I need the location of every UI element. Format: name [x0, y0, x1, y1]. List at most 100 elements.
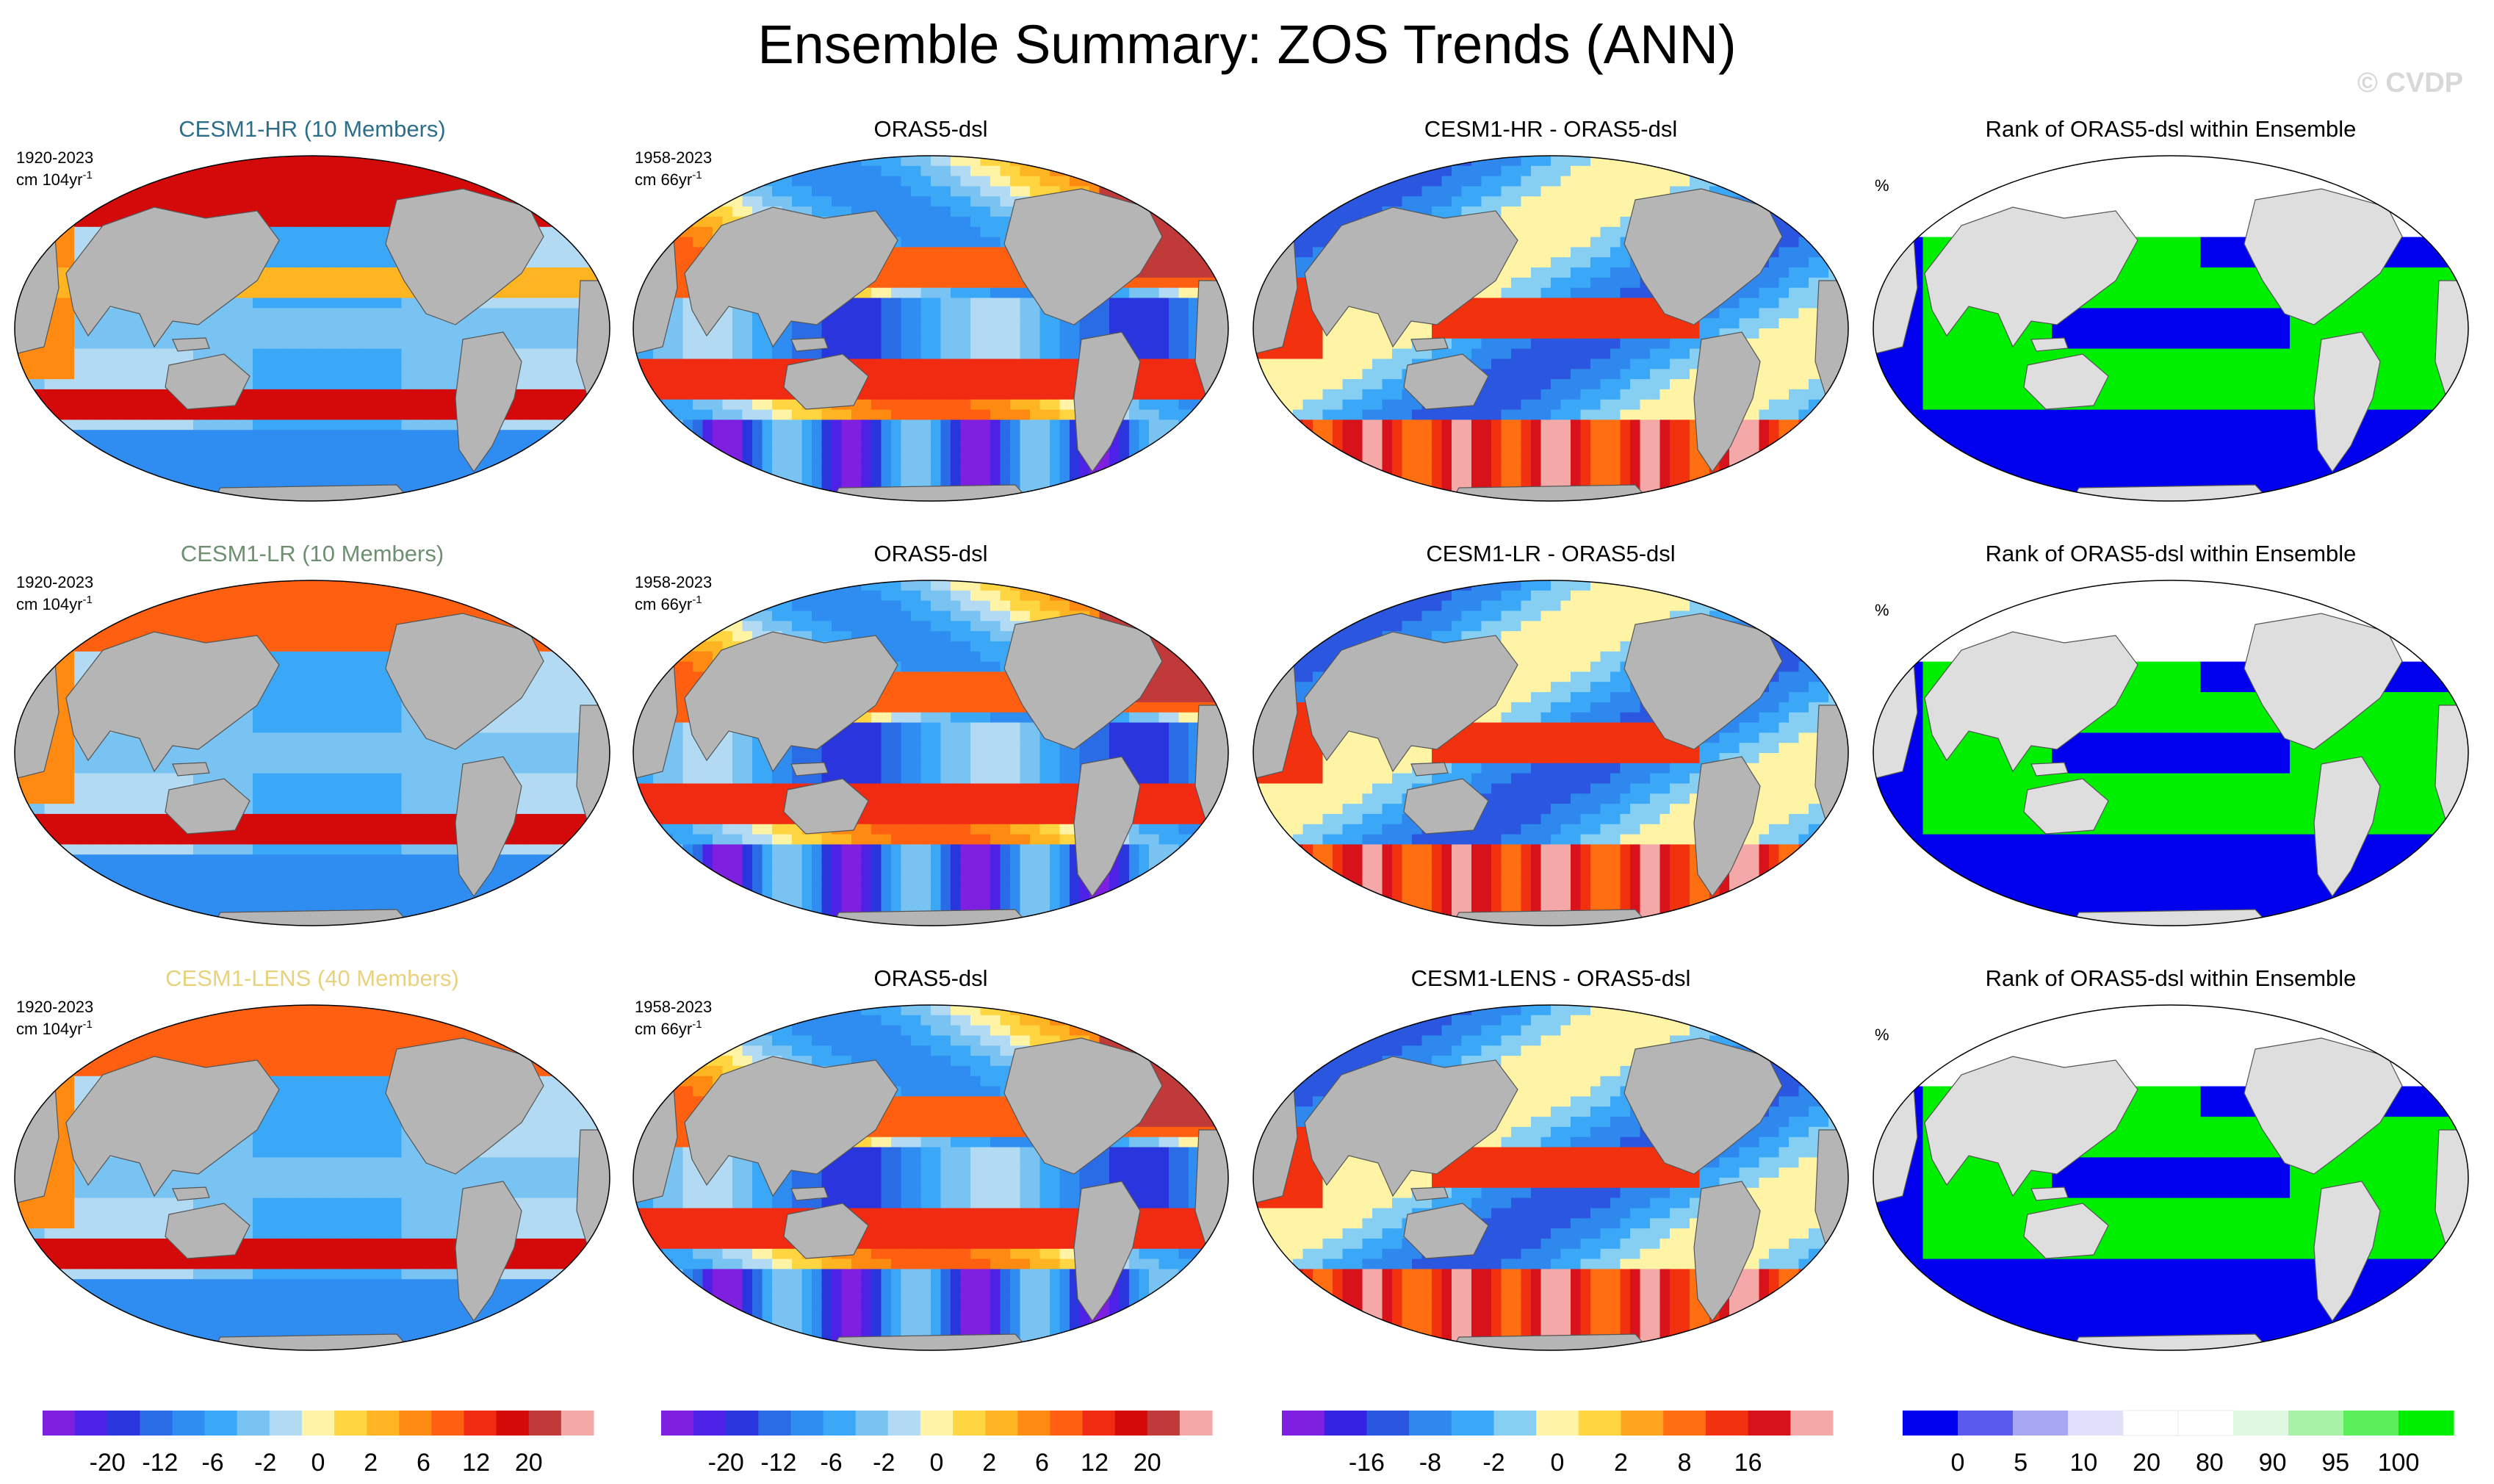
colorbar-swatch: [1366, 1411, 1410, 1436]
colorbar-swatch: [75, 1411, 108, 1436]
period-label: 1920-2023: [16, 148, 93, 167]
colorbar-swatch: [1082, 1411, 1116, 1436]
colorbar-tick-label: -16: [1349, 1449, 1385, 1477]
colorbar-tick-label: -20: [90, 1449, 126, 1477]
colorbar-swatch: [237, 1411, 270, 1436]
figure-title: Ensemble Summary: ZOS Trends (ANN): [0, 13, 2494, 76]
map-field: [15, 1005, 610, 1350]
colorbar-swatch: [1663, 1411, 1706, 1436]
period-label: 1958-2023: [635, 573, 712, 591]
panel-title: CESM1-LR - ORAS5-dsl: [1426, 541, 1675, 566]
colorbar-swatch: [464, 1411, 497, 1436]
units-label: %: [1875, 176, 1889, 195]
colorbar-tick-label: 2: [364, 1449, 378, 1477]
map-field: [633, 1005, 1228, 1350]
map-panel-1-2: ORAS5-dsl 1958-2023 cm 66yr-1: [632, 116, 1229, 502]
colorbar-swatch: [1621, 1411, 1664, 1436]
map-panel-2-2: ORAS5-dsl 1958-2023 cm 66yr-1: [632, 541, 1229, 926]
units-label: cm 104yr-1: [16, 1018, 93, 1038]
colorbar-swatch: [1451, 1411, 1494, 1436]
colorbar-tick-label: 95: [2321, 1449, 2349, 1477]
colorbar-swatch: [172, 1411, 206, 1436]
colorbar-tick-label: 6: [1035, 1449, 1049, 1477]
map-field: [15, 156, 610, 501]
units-label: %: [1875, 1026, 1889, 1044]
colorbar-swatch: [887, 1411, 921, 1436]
map-panel-2-4: Rank of ORAS5-dsl within Ensemble%: [1873, 541, 2469, 926]
colorbar-swatch: [790, 1411, 824, 1436]
colorbar-swatch: [1017, 1411, 1050, 1436]
colorbar-tick-label: -2: [873, 1449, 895, 1477]
colorbar-tick-label: -20: [708, 1449, 744, 1477]
colorbar-tick-label: 80: [2196, 1449, 2224, 1477]
colorbar-4: 0 5 10 20 80 90 95 100: [1903, 1410, 2454, 1477]
colorbar-2: -20 -12 -6 -2 0 2 6 12 20: [661, 1411, 1213, 1477]
colorbar-swatch: [1536, 1411, 1579, 1436]
period-label: 1958-2023: [635, 998, 712, 1016]
colorbar-swatch: [2343, 1411, 2399, 1436]
colorbar-tick-label: 2: [1614, 1449, 1628, 1477]
colorbar-swatch: [367, 1411, 400, 1436]
colorbar-swatch: [43, 1411, 76, 1436]
colorbar-swatch: [107, 1411, 140, 1436]
colorbar-tick-label: 0: [311, 1449, 325, 1477]
colorbar-swatch: [2399, 1411, 2454, 1436]
colorbar-swatch: [399, 1411, 432, 1436]
colorbar-swatch: [1578, 1411, 1621, 1436]
colorbar-swatch: [2013, 1411, 2069, 1436]
colorbar-1: -20 -12 -6 -2 0 2 6 12 20: [43, 1411, 594, 1477]
colorbar-tick-label: 12: [462, 1449, 490, 1477]
colorbar-tick-label: -2: [1482, 1449, 1504, 1477]
map-panel-3-3: CESM1-LENS - ORAS5-dsl: [1253, 965, 1849, 1351]
map-panel-1-3: CESM1-HR - ORAS5-dsl: [1253, 116, 1849, 502]
panel-title: CESM1-HR (10 Members): [179, 116, 445, 142]
colorbar-swatch: [1324, 1411, 1367, 1436]
colorbar-swatch: [1282, 1411, 1325, 1436]
map-field: [15, 580, 610, 926]
colorbar-swatch: [693, 1411, 727, 1436]
colorbar-swatch: [726, 1411, 759, 1436]
colorbar-swatch: [496, 1411, 530, 1436]
panel-title: ORAS5-dsl: [873, 116, 987, 142]
panel-title: Rank of ORAS5-dsl within Ensemble: [1986, 965, 2357, 991]
period-label: 1920-2023: [16, 998, 93, 1016]
map-field: [1873, 156, 2468, 501]
panel-title: Rank of ORAS5-dsl within Ensemble: [1986, 541, 2357, 566]
colorbar-tick-label: 0: [930, 1449, 944, 1477]
colorbar-tick-label: 0: [1551, 1449, 1565, 1477]
map-field: [1253, 580, 1848, 926]
colorbar-tick-label: 6: [417, 1449, 430, 1477]
colorbar-swatch: [1903, 1411, 1958, 1436]
colorbar-swatch: [855, 1411, 889, 1436]
colorbar-swatch: [2122, 1410, 2179, 1436]
colorbar-tick-label: 20: [2133, 1449, 2160, 1477]
colorbar-swatch: [269, 1411, 303, 1436]
map-panel-2-1: CESM1-LR (10 Members) 1920-2023 cm 104yr-1: [14, 541, 610, 926]
colorbar-tick-label: -2: [254, 1449, 276, 1477]
map-field: [633, 156, 1228, 501]
units-label: %: [1875, 601, 1889, 619]
colorbar-swatch: [2233, 1411, 2289, 1436]
colorbar-swatch: [758, 1411, 791, 1436]
panel-title: CESM1-LR (10 Members): [181, 541, 444, 566]
units-label: cm 66yr-1: [635, 594, 702, 613]
colorbar-swatch: [1493, 1411, 1537, 1436]
colorbar-swatch: [2068, 1411, 2124, 1436]
period-label: 1958-2023: [635, 148, 712, 167]
map-field: [1873, 1005, 2468, 1350]
colorbar-swatch: [334, 1411, 367, 1436]
colorbar-swatch: [2177, 1410, 2234, 1436]
units-label: cm 66yr-1: [635, 1018, 702, 1038]
map-panel-3-1: CESM1-LENS (40 Members) 1920-2023 cm 104yr…: [14, 965, 610, 1351]
map-panel-3-4: Rank of ORAS5-dsl within Ensemble%: [1873, 965, 2469, 1351]
map-field: [633, 580, 1228, 926]
panel-title: CESM1-HR - ORAS5-dsl: [1424, 116, 1678, 142]
panel-title: ORAS5-dsl: [873, 541, 987, 566]
colorbar-tick-label: -12: [760, 1449, 796, 1477]
colorbar-tick-label: -8: [1419, 1449, 1441, 1477]
colorbar-tick-label: -12: [142, 1449, 178, 1477]
colorbar-tick-label: -6: [201, 1449, 223, 1477]
colorbar-swatch: [1147, 1411, 1181, 1436]
colorbar-swatch: [920, 1411, 954, 1436]
